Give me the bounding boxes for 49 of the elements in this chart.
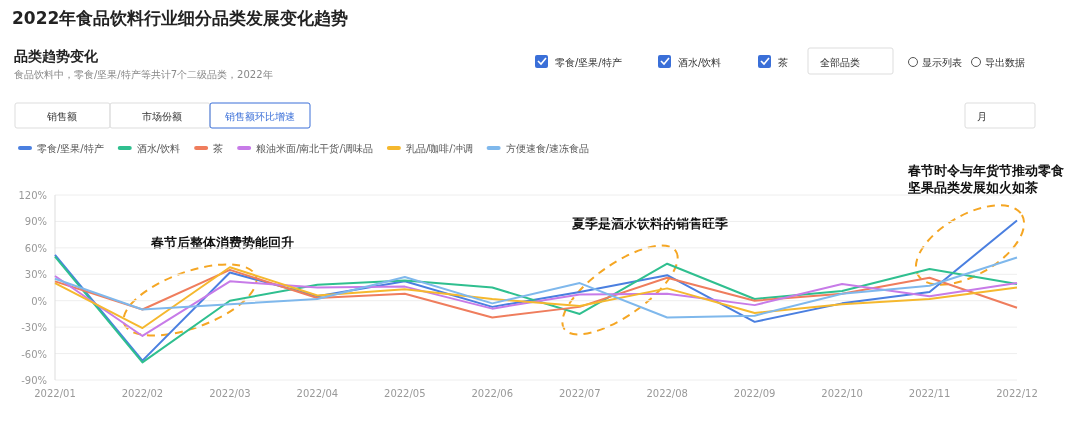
legend-label: 粮油米面/南北干货/调味品 <box>256 143 373 154</box>
y-tick-label: 60% <box>24 242 47 254</box>
x-tick-label: 2022/04 <box>296 388 339 399</box>
y-tick-label: 90% <box>24 216 47 228</box>
line-series <box>54 266 1018 330</box>
y-tick-label: 30% <box>24 269 47 281</box>
y-tick-label: 0% <box>31 295 47 307</box>
text: 导出数据 <box>985 57 1025 68</box>
chart-subtitle: 品类趋势变化 <box>14 48 99 64</box>
line-series <box>54 219 1018 362</box>
line-series <box>54 255 1018 364</box>
line-series <box>54 268 1018 319</box>
legend-label: 方便速食/速冻食品 <box>505 143 589 154</box>
text: 销售额 <box>46 111 77 122</box>
text: 月 <box>977 111 987 122</box>
x-tick-label: 2022/11 <box>908 388 951 399</box>
x-tick-label: 2022/09 <box>733 388 776 399</box>
y-tick-label: -90% <box>21 375 47 386</box>
x-tick-label: 2022/10 <box>821 388 863 399</box>
chart-title: 2022年食品饮料行业细分品类发展变化趋势 <box>12 8 349 28</box>
line-series <box>54 256 1018 319</box>
text: 零食/坚果/特产 <box>555 57 622 68</box>
text: 茶 <box>778 57 788 68</box>
y-tick-label: 120% <box>18 190 47 201</box>
text: 食品饮料中，零食/坚果/特产等共计7个二级品类，2022年 <box>14 69 273 80</box>
text: 春节时令与年货节推动零食 <box>907 163 1064 178</box>
text: 销售额环比增速 <box>224 111 295 122</box>
x-tick-label: 2022/02 <box>121 388 164 399</box>
x-tick-label: 2022/01 <box>34 388 76 399</box>
x-tick-label: 2022/07 <box>558 388 601 399</box>
text: 显示列表 <box>922 57 962 68</box>
x-tick-label: 2022/05 <box>384 388 426 399</box>
legend-label: 茶 <box>213 143 224 154</box>
text: 全部品类 <box>820 57 860 68</box>
legend-label: 乳品/咖啡/冲调 <box>405 143 473 154</box>
text: 酒水/饮料 <box>678 57 722 68</box>
legend-label: 零食/坚果/特产 <box>37 143 104 154</box>
y-tick-label: -60% <box>21 348 47 360</box>
x-tick-label: 2022/06 <box>471 388 514 399</box>
text: 市场份额 <box>142 111 182 122</box>
annotation: 夏季是酒水饮料的销售旺季 <box>571 216 728 231</box>
x-tick-label: 2022/03 <box>209 388 251 399</box>
text: 坚果品类发展如火如茶 <box>907 180 1038 195</box>
x-tick-label: 2022/12 <box>996 388 1038 399</box>
x-tick-label: 2022/08 <box>646 388 688 399</box>
annotation: 春节后整体消费势能回升 <box>149 235 294 250</box>
y-tick-label: -30% <box>21 322 47 334</box>
line-series <box>54 275 1018 337</box>
legend-label: 酒水/饮料 <box>136 143 181 154</box>
